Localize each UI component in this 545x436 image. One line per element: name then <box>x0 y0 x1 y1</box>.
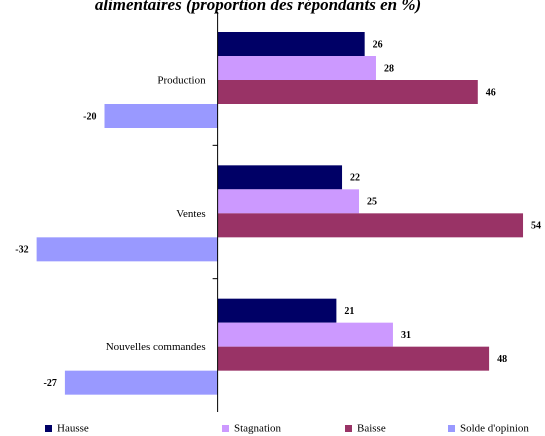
bar <box>217 56 376 80</box>
bar <box>64 370 218 395</box>
value-label: 21 <box>344 306 354 317</box>
value-label: 54 <box>531 221 541 232</box>
value-label: 22 <box>350 173 360 184</box>
bar <box>217 298 337 323</box>
category-label: Ventes <box>176 208 205 220</box>
bar <box>217 346 490 371</box>
bar <box>36 237 218 262</box>
bar <box>217 322 393 347</box>
value-label: 25 <box>367 197 377 208</box>
value-label: 31 <box>401 330 411 341</box>
bar <box>217 80 478 104</box>
value-label: 48 <box>497 354 507 365</box>
bar <box>217 189 360 214</box>
value-label: 46 <box>486 87 496 98</box>
category-label: Nouvelles commandes <box>106 341 206 353</box>
legend-swatch <box>45 425 52 432</box>
bar <box>217 165 343 190</box>
bar <box>217 32 365 56</box>
legend-label: Stagnation <box>234 423 282 435</box>
legend-label: Baisse <box>357 423 386 435</box>
legend-swatch <box>345 425 352 432</box>
bar <box>104 104 218 128</box>
chart-title: alimentaires (proportion des répondants … <box>95 0 421 14</box>
legend-label: Solde d'opinion <box>460 423 529 435</box>
value-label: 26 <box>373 39 383 50</box>
value-label: 28 <box>384 63 394 74</box>
legend-swatch <box>222 425 229 432</box>
value-label: -27 <box>44 378 57 389</box>
legend-label: Hausse <box>57 423 89 435</box>
legend-swatch <box>448 425 455 432</box>
bar <box>217 213 524 238</box>
category-label: Production <box>157 75 206 87</box>
value-label: -20 <box>83 111 96 122</box>
value-label: -32 <box>15 245 28 256</box>
